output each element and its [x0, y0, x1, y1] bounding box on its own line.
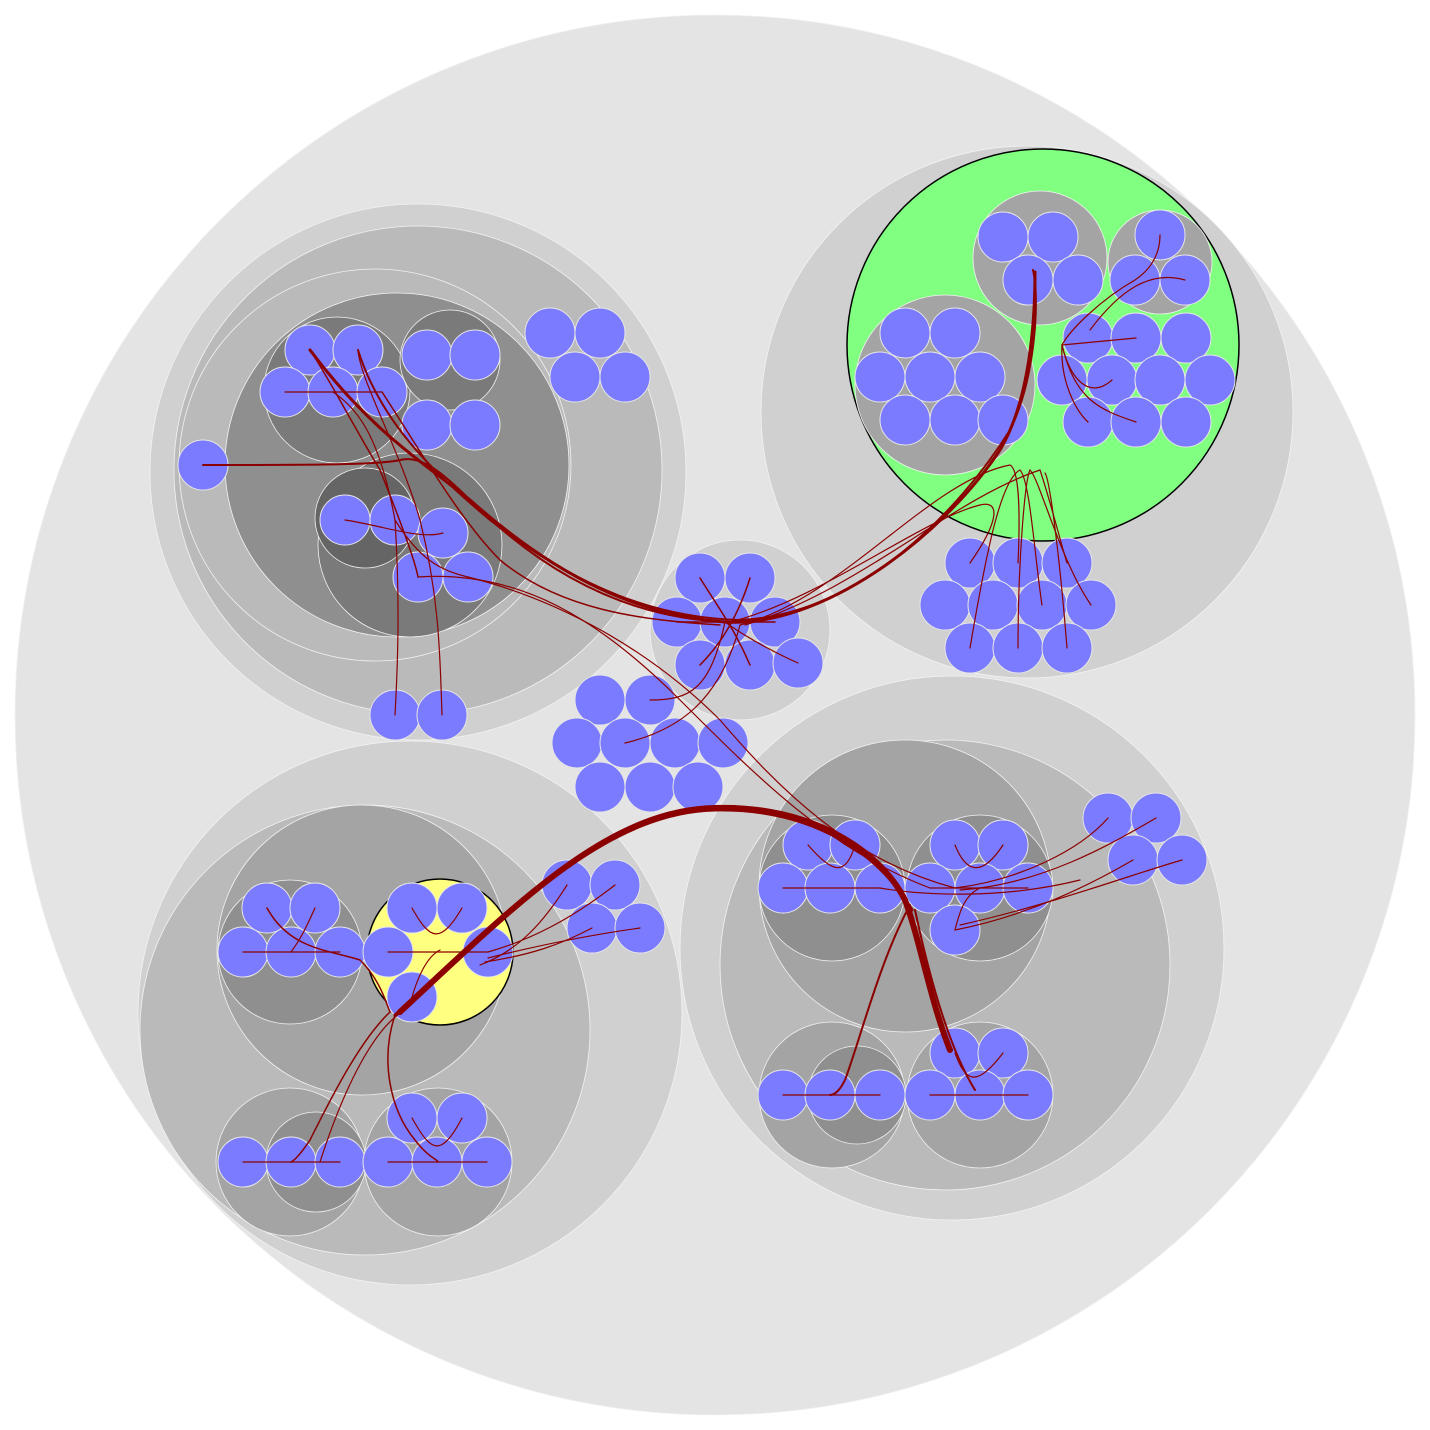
edge-bundle: [1017, 468, 1092, 649]
edge-bundle: [954, 817, 1109, 889]
leaf-node: [574, 307, 626, 359]
leaf-node: [879, 394, 931, 446]
edge-bundle: [1089, 276, 1186, 331]
leaf-node: [524, 307, 576, 359]
edge-bundle: [699, 577, 751, 666]
edge-bundle: [624, 624, 741, 744]
edge-bundle: [1044, 472, 1068, 649]
leaf-node: [401, 329, 453, 381]
leaf-node: [879, 307, 931, 359]
edge-bundle: [387, 1014, 439, 1163]
leaf-node: [574, 674, 626, 726]
edge-bundle: [484, 927, 593, 963]
edge-bundle: [729, 503, 995, 623]
leaf-node: [1160, 396, 1212, 448]
edge-bundle: [954, 844, 1004, 869]
bundled-edges: [202, 234, 1186, 1163]
edge-bundle: [954, 887, 981, 931]
leaf-node: [854, 351, 906, 403]
edge-bundle: [739, 464, 1020, 626]
leaf-node: [599, 351, 651, 403]
edge-bundle: [290, 907, 316, 953]
leaf-node: [1160, 312, 1212, 364]
leaf-node: [904, 351, 956, 403]
leaf-node: [929, 307, 981, 359]
edge-bundle: [829, 904, 911, 1096]
edge-bundle: [202, 458, 731, 623]
leaf-node: [624, 761, 676, 813]
edge-bundle: [724, 621, 799, 664]
edge-bundle: [344, 519, 444, 536]
edge-bundle: [411, 949, 441, 998]
edge-bundle: [1061, 234, 1161, 346]
leaf-node: [549, 351, 601, 403]
edge-bundle: [357, 349, 443, 716]
edge-bundle: [954, 1052, 1004, 1078]
edge-bundle: [290, 1011, 391, 1163]
edge-bundle: [411, 907, 463, 935]
edge-bundle: [467, 576, 956, 889]
leaf-node: [672, 761, 724, 813]
edge-bundle: [959, 817, 1157, 891]
edge-bundle: [357, 269, 1037, 622]
edge-bundle: [1061, 337, 1137, 346]
leaf-node: [929, 394, 981, 446]
edge-bundle: [309, 349, 419, 578]
leaf-node: [449, 399, 501, 451]
edge-bundle: [417, 575, 931, 889]
edge-bundle: [1061, 344, 1137, 423]
edge-bundle: [807, 844, 856, 869]
edge-bundle: [954, 859, 1134, 931]
edge-bundle: [394, 519, 469, 578]
leaf-node: [967, 579, 1019, 631]
leaf-node: [1052, 254, 1104, 306]
leaf-node: [449, 329, 501, 381]
leaf-node: [1002, 254, 1054, 306]
edge-bundle: [487, 884, 616, 953]
edge-bundle: [879, 879, 1081, 895]
edge-bundle: [266, 907, 391, 1013]
edge-bundle: [319, 1009, 406, 1163]
edge-bundle: [969, 469, 1043, 649]
edge-bundle: [479, 884, 568, 966]
edge-bundle: [393, 808, 914, 1017]
leaf-node: [954, 351, 1006, 403]
edge-bundle: [1061, 344, 1089, 423]
leaf-nodes: [177, 209, 1236, 1188]
edge-bundle: [381, 391, 721, 626]
edge-bundle: [959, 859, 1183, 926]
leaf-node: [1027, 211, 1079, 263]
leaf-node: [574, 761, 626, 813]
edge-bundle: [649, 621, 726, 701]
leaf-node: [919, 579, 971, 631]
leaf-node: [977, 211, 1029, 263]
leaf-node: [649, 717, 701, 769]
edge-bundle: [744, 469, 1068, 626]
edge-bundle: [411, 1117, 463, 1147]
leaf-node: [551, 717, 603, 769]
edge-bundle: [699, 577, 751, 666]
leaf-node: [1184, 354, 1236, 406]
